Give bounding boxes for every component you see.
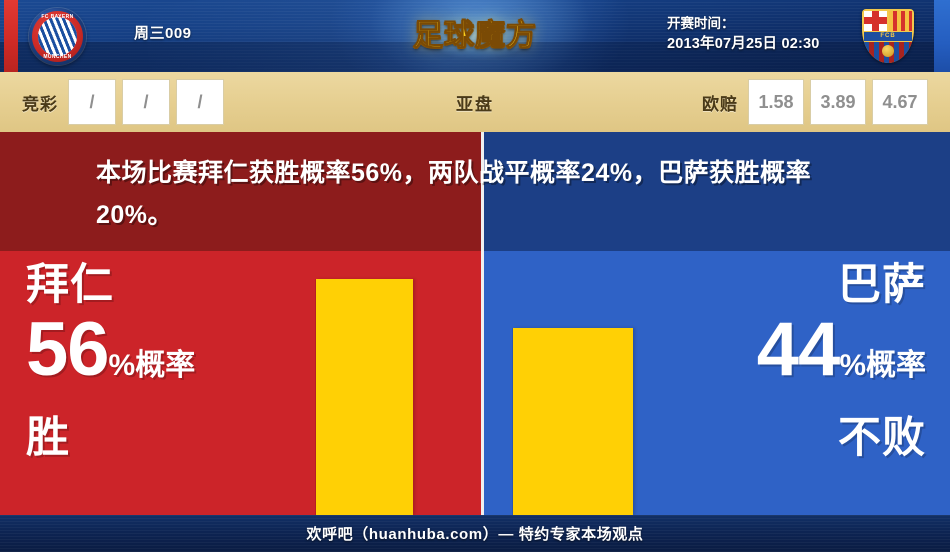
footer-credit-text: 欢呼吧（huanhuba.com）— 特约专家本场观点: [306, 526, 644, 543]
home-team-stats: 拜仁 56%概率 胜: [26, 259, 296, 466]
european-odds-label: 欧赔: [702, 94, 738, 114]
odds-bar: 亚盘 竞彩 / / / 欧赔 1.58 3.89 4.67: [0, 72, 950, 132]
away-result-label: 不败: [838, 414, 926, 462]
football-icon: [882, 45, 894, 57]
header-right-blue-accent: [934, 0, 950, 72]
away-team-name: 巴萨: [838, 261, 926, 309]
home-team-crest-icon: FC BAYERN MUNCHEN: [29, 8, 86, 65]
away-probability-value: 44: [756, 307, 841, 392]
away-team-stats: 巴萨 44%概率 不败: [636, 259, 926, 466]
away-probability-bar: [513, 328, 633, 515]
header-left-red-accent: [4, 0, 18, 72]
away-probability-suffix: %概率: [839, 349, 926, 382]
kickoff-info: 开赛时间： 2013年07月25日 02:30: [667, 13, 820, 55]
european-odds-group: 欧赔 1.58 3.89 4.67: [702, 72, 928, 132]
euro-odds-away[interactable]: 4.67: [872, 79, 928, 125]
panel-divider: [481, 251, 484, 515]
jingcai-value-3[interactable]: /: [176, 79, 224, 125]
home-result-label: 胜: [26, 414, 70, 462]
kickoff-label: 开赛时间：: [667, 16, 735, 31]
jingcai-group: 竞彩 / / /: [22, 72, 224, 132]
bavarian-diamond-pattern-icon: [38, 17, 77, 56]
brand-title: 足球魔方: [413, 19, 537, 53]
banner-divider: [481, 132, 484, 251]
away-team-crest-icon: FCB: [860, 7, 916, 65]
home-probability: 56%概率: [26, 311, 296, 410]
header-bar: FC BAYERN MUNCHEN 周三009 足球魔方 开赛时间： 2013年…: [0, 0, 950, 72]
prediction-banner: 本场比赛拜仁获胜概率56%，两队战平概率24%，巴萨获胜概率20%。: [0, 132, 950, 251]
cross-horizontal: [864, 17, 887, 24]
crest-inner-disc: [38, 17, 77, 56]
jingcai-label: 竞彩: [22, 94, 58, 114]
crest-band-text: FCB: [864, 32, 912, 41]
probability-chart: 拜仁 56%概率 胜 巴萨 44%概率 不败: [0, 251, 950, 515]
footer-bar: 欢呼吧（huanhuba.com）— 特约专家本场观点: [0, 515, 950, 552]
banner-away-side: [484, 132, 950, 251]
crest-shield: FCB: [862, 9, 914, 63]
kickoff-time: 2013年07月25日 02:30: [667, 36, 820, 52]
catalan-stripes-quarter-icon: [889, 11, 912, 31]
prediction-text: 本场比赛拜仁获胜概率56%，两队战平概率24%，巴萨获胜概率20%。: [96, 159, 812, 229]
crest-bottom-text: MUNCHEN: [43, 54, 72, 60]
home-team-name: 拜仁: [26, 261, 114, 309]
jingcai-value-2[interactable]: /: [122, 79, 170, 125]
home-probability-suffix: %概率: [108, 349, 196, 382]
euro-odds-draw[interactable]: 3.89: [810, 79, 866, 125]
home-probability-value: 56: [26, 307, 110, 392]
euro-odds-home[interactable]: 1.58: [748, 79, 804, 125]
home-probability-bar: [316, 279, 413, 515]
brand-starburst-icon: [398, 0, 558, 72]
match-number-label: 周三009: [134, 25, 192, 42]
crest-top-text: FC BAYERN: [41, 14, 74, 20]
away-probability: 44%概率: [636, 311, 926, 410]
banner-home-side: [0, 132, 481, 251]
jingcai-value-1[interactable]: /: [68, 79, 116, 125]
